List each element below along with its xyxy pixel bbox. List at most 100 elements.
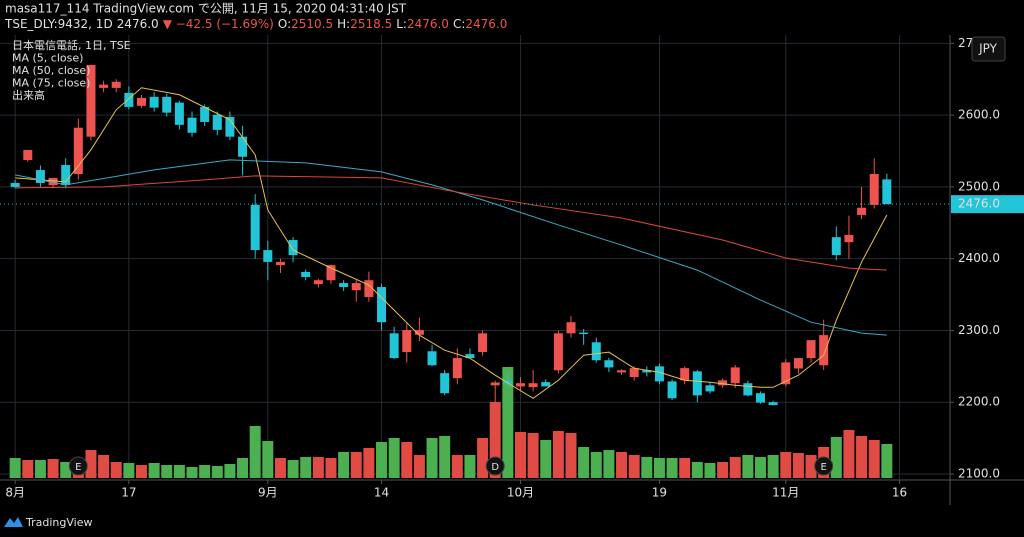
candle-body (566, 322, 576, 334)
volume-bar (325, 458, 337, 478)
candle-body (61, 165, 71, 186)
volume-bar (413, 455, 425, 478)
candle-body (364, 280, 374, 298)
ma-line (15, 159, 887, 336)
volume-bar (704, 463, 716, 478)
last-price-box (951, 195, 1024, 214)
candle-body (250, 204, 260, 251)
candle-body (86, 64, 96, 137)
volume-bar (249, 426, 261, 478)
volume-bar (148, 463, 160, 478)
volume-bar (742, 455, 754, 478)
ohlc-key: H: (337, 17, 350, 31)
volume-bar (22, 460, 34, 478)
candle-body (377, 287, 387, 323)
candle-body (200, 106, 210, 122)
volume-bar (9, 458, 21, 478)
candle-body (440, 373, 450, 394)
candle-body (654, 366, 664, 382)
candle-body (10, 182, 20, 187)
volume-bar (780, 452, 792, 478)
ohlc-value: 2476.0 (465, 17, 507, 31)
volume-bar (350, 452, 362, 478)
y-tick-label: 2400.0 (958, 251, 1000, 265)
candle-body (212, 114, 222, 130)
x-tick-label: 9月 (258, 486, 278, 500)
volume-bar (641, 457, 653, 478)
candle-body (743, 383, 753, 396)
candle-body (301, 271, 311, 277)
y-tick-label: 2600.0 (958, 108, 1000, 122)
candle-body (225, 116, 235, 137)
currency: JPY (978, 42, 998, 56)
x-tick-label: 14 (374, 486, 389, 500)
volume-bar (110, 462, 122, 478)
candle-body (604, 360, 614, 368)
volume-bar (60, 462, 72, 478)
candle-body (781, 362, 791, 385)
plot-area (0, 35, 950, 480)
volume-bar (767, 455, 779, 478)
candle-body (490, 382, 500, 386)
volume-bar (34, 460, 46, 478)
event-label: E (821, 462, 827, 473)
volume-bar (47, 459, 59, 478)
candle-body (313, 280, 323, 285)
candle-body (718, 380, 728, 386)
ohlc-key: L: (396, 17, 407, 31)
volume-bar (388, 438, 400, 478)
candle-body (756, 393, 766, 403)
volume-bar (628, 455, 640, 478)
candle-body (99, 84, 109, 88)
volume-bar (161, 465, 173, 478)
header-line2: TSE_DLY:9432, 1D 2476.0 ▼ −42.5 (−1.69%) O:… (4, 17, 507, 31)
candle-body (275, 261, 285, 266)
volume-bar (590, 452, 602, 478)
candle-body (402, 330, 412, 352)
candle-body (553, 333, 563, 371)
candle-body (238, 136, 248, 157)
candle-body (680, 368, 690, 381)
candle-body (149, 96, 159, 108)
volume-bar (868, 440, 880, 478)
change: ▼ −42.5 (−1.69%) (163, 17, 274, 31)
ohlc-value: 2510.5 (291, 17, 333, 31)
candle-body (351, 283, 361, 291)
candle-body (629, 368, 639, 378)
event-label: D (491, 462, 499, 473)
volume-bar (123, 463, 135, 478)
event-marker (814, 456, 834, 476)
volume-bar (717, 462, 729, 478)
volume-bar (274, 458, 286, 478)
volume-bar (527, 433, 539, 478)
x-tick-label: 16 (892, 486, 907, 500)
volume-bar (287, 460, 299, 478)
volume-bar (502, 367, 514, 478)
y-tick-label: 2500.0 (958, 179, 1000, 193)
volume-bar (451, 455, 463, 478)
legend-entry: MA (50, close) (12, 64, 90, 77)
legend-entry: MA (75, close) (12, 77, 90, 90)
volume-bar (401, 442, 413, 478)
volume-bar (338, 452, 350, 478)
volume-bar (363, 448, 375, 478)
volume-bar (237, 458, 249, 478)
candle-body (48, 177, 58, 186)
candle-body (528, 383, 538, 388)
event-label: E (75, 462, 81, 473)
last-price: 2476.0 (117, 17, 159, 31)
volume-bar (186, 467, 198, 478)
candle-body (187, 117, 197, 133)
footer-logo: TradingView (4, 516, 92, 529)
volume-bar (85, 450, 97, 478)
legend-entry: 出来高 (12, 88, 45, 102)
legend-title: 日本電信電話, 1日, TSE (12, 38, 131, 52)
candle-body (339, 283, 349, 288)
volume-bar (376, 442, 388, 478)
y-tick-label: 2100.0 (958, 466, 1000, 480)
volume-bar (856, 436, 868, 478)
currency-box (971, 36, 1006, 62)
candle-body (465, 354, 475, 359)
header-line1: masa117_114 TradingView.com で公開, 11月 15,… (5, 2, 407, 16)
